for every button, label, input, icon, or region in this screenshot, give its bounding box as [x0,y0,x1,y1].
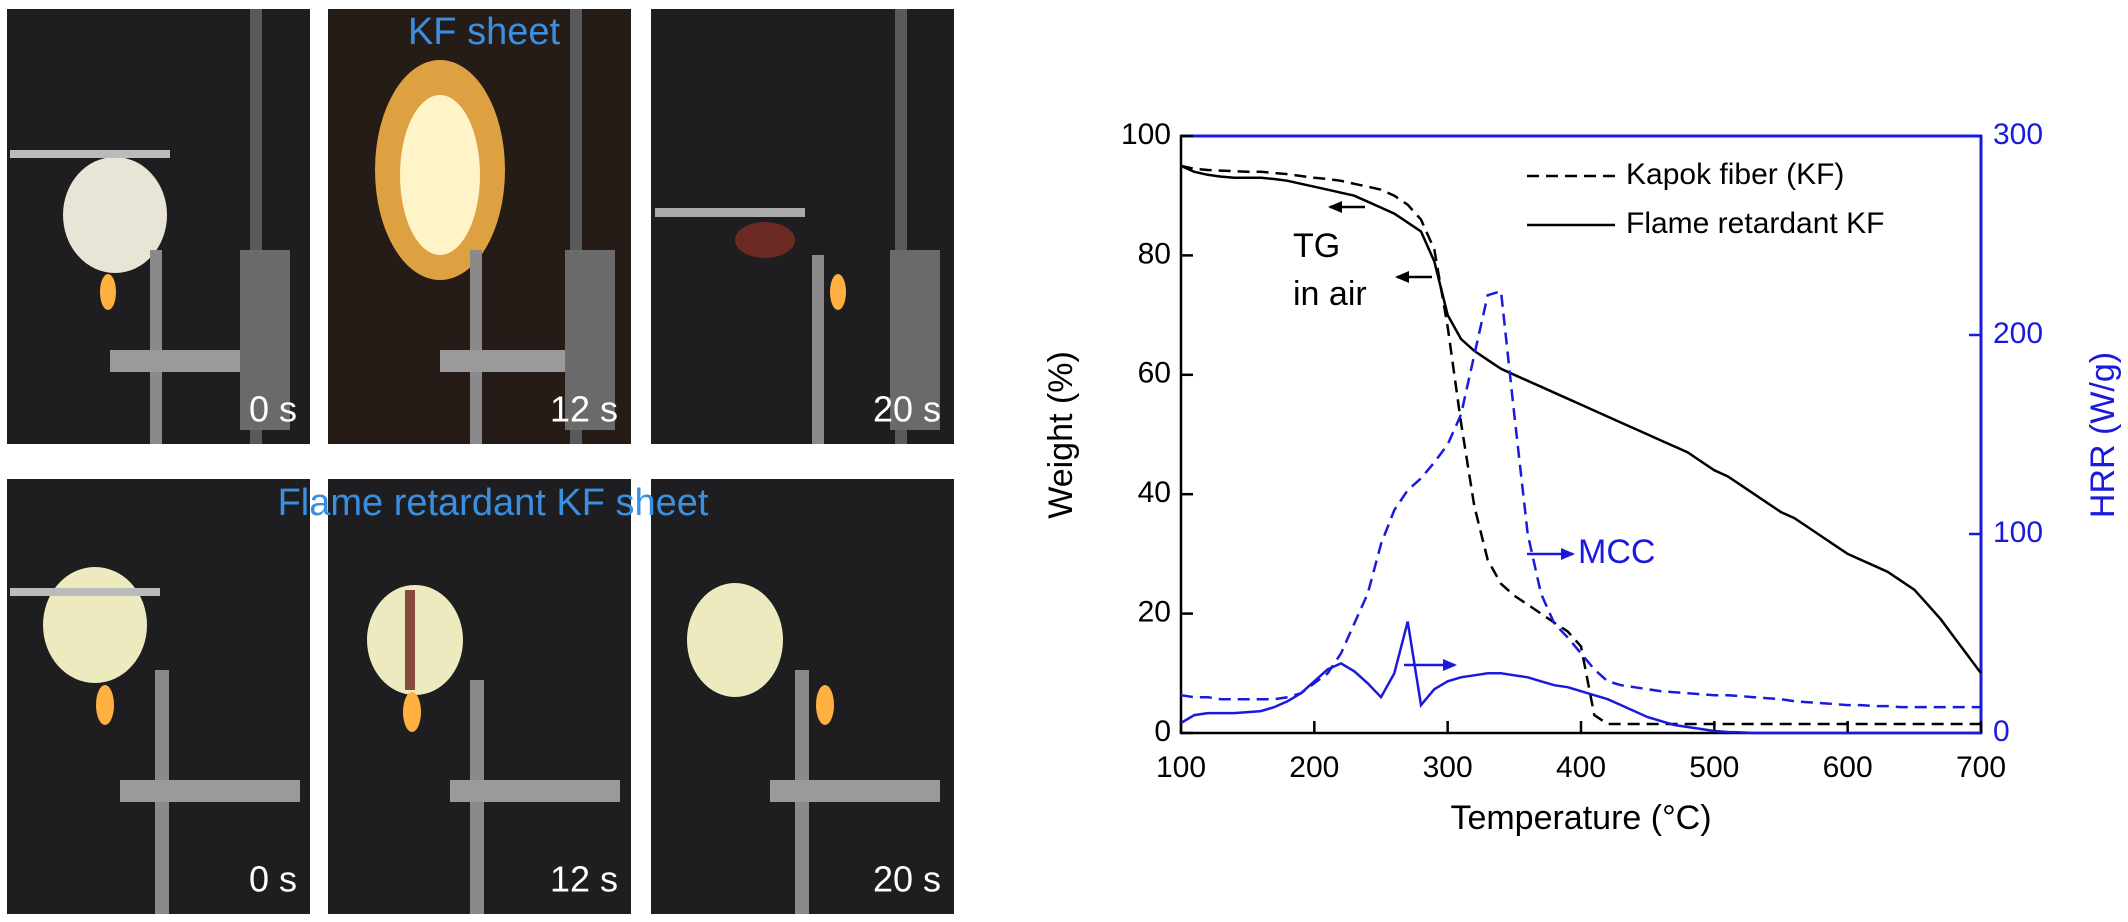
photo-panels [7,9,954,914]
x-tick-label: 300 [1423,751,1473,784]
x-tick-label: 500 [1689,751,1739,784]
time-label: 0 s [249,859,297,900]
data-line [1180,164,1981,726]
y-tick-label: 60 [1138,357,1171,390]
y-tick-label: 20 [1138,596,1171,629]
photo-labels: KF sheet Flame retardant KF sheet 0 s 12 … [249,11,941,899]
arrows [1328,201,1575,671]
y-axis-label: Weight (%) [1042,351,1080,519]
x-tick-label: 400 [1556,751,1606,784]
time-label: 12 s [550,389,618,430]
data-line [1180,289,1981,709]
data-line [1180,164,1983,675]
y2-tick-label: 200 [1993,317,2043,350]
x-tick-label: 100 [1156,751,1206,784]
plot: Temperature (°C) Weight (%) HRR (W/g) TG… [1042,118,2122,837]
photo [7,479,310,914]
legend-label: Kapok fiber (KF) [1626,158,1844,191]
y-tick-label: 40 [1138,476,1171,509]
photo [328,479,631,914]
annotation: MCC [1578,533,1655,571]
photo-title: KF sheet [408,11,561,53]
x-axis-label: Temperature (°C) [1450,799,1711,837]
y-tick-label: 0 [1154,715,1171,748]
data-line [1180,621,1981,735]
photo [651,9,954,444]
annotation: in air [1293,275,1367,313]
photo-title: Flame retardant KF sheet [278,482,709,524]
x-tick-label: 600 [1823,751,1873,784]
legend-label: Flame retardant KF [1626,207,1884,240]
y-tick-label: 80 [1138,237,1171,270]
x-tick-label: 200 [1289,751,1339,784]
annotation: TG [1293,227,1340,265]
time-label: 20 s [873,389,941,430]
photo [651,479,954,914]
y2-tick-label: 0 [1993,715,2010,748]
y2-tick-label: 100 [1993,516,2043,549]
y-tick-label: 100 [1121,118,1171,151]
photo [7,9,310,444]
photo [328,9,631,444]
time-label: 12 s [550,859,618,900]
time-label: 0 s [249,389,297,430]
y2-axis-label: HRR (W/g) [2084,352,2122,518]
time-label: 20 s [873,859,941,900]
x-tick-label: 700 [1956,751,2006,784]
y2-tick-label: 300 [1993,118,2043,151]
